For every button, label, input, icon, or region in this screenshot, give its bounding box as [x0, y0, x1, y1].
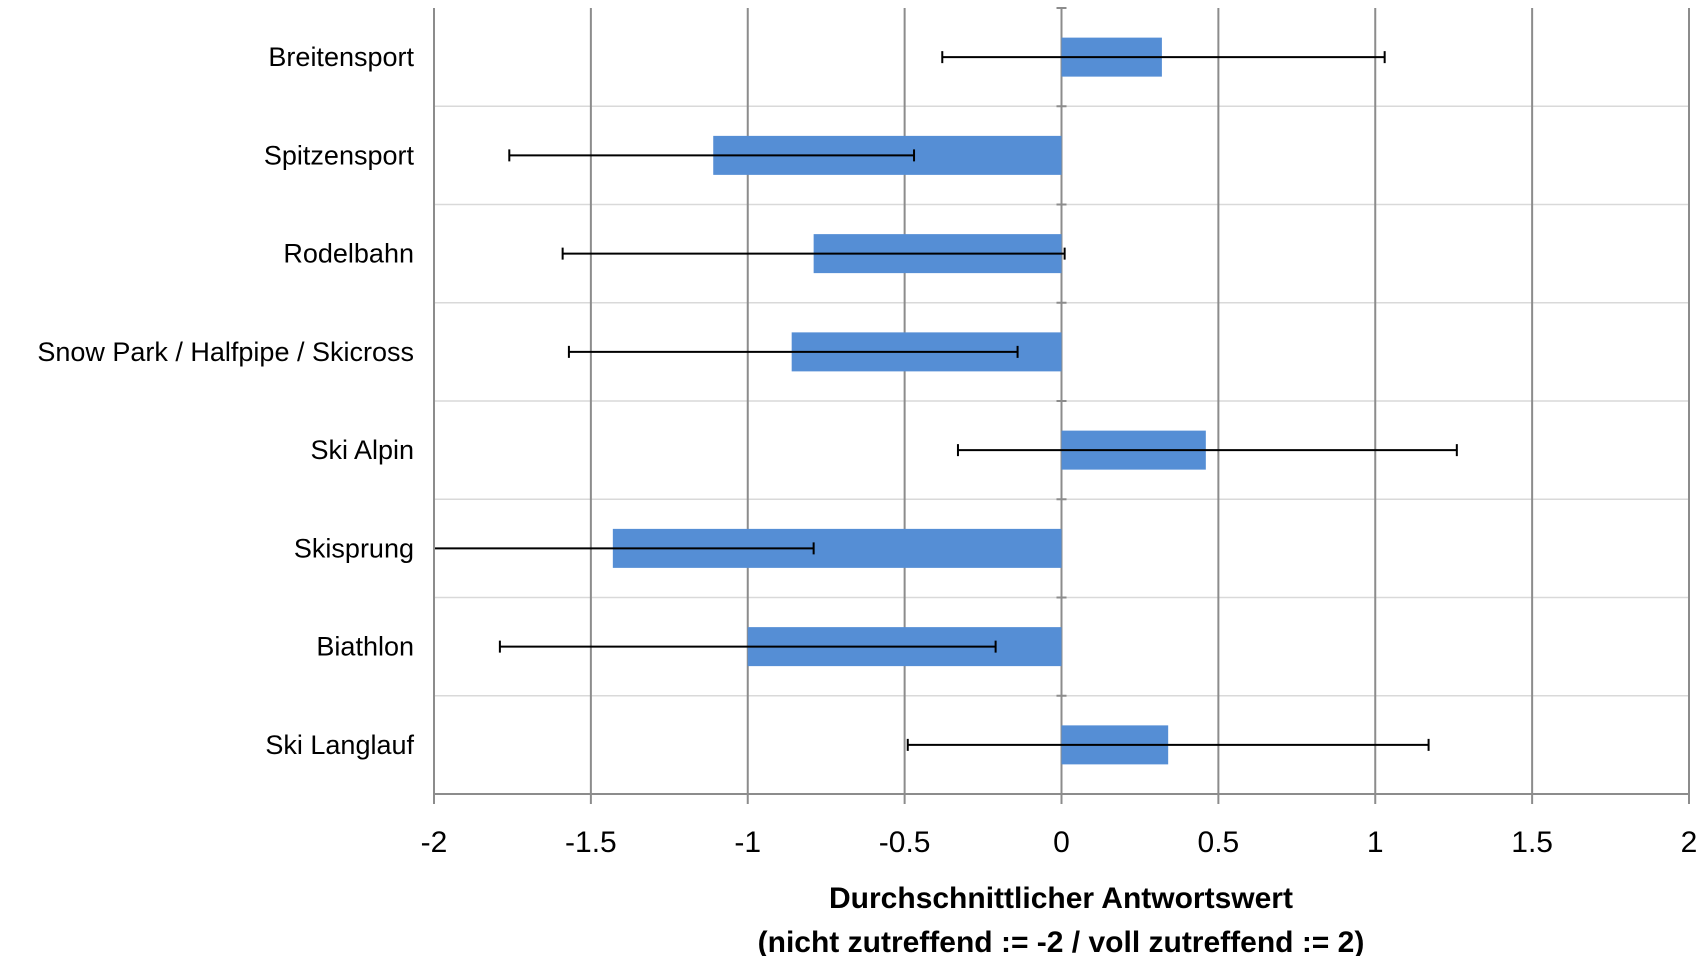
category-label: Snow Park / Halfpipe / Skicross	[37, 337, 414, 367]
axis-layer	[433, 7, 1690, 804]
x-axis-title-line2: (nicht zutreffend := -2 / voll zutreffen…	[758, 926, 1365, 956]
x-tick-label: 1	[1367, 826, 1384, 859]
x-tick-label: 2	[1681, 826, 1698, 859]
category-label: Ski Langlauf	[265, 730, 414, 760]
x-tick-label: 0.5	[1198, 826, 1240, 859]
category-label: Ski Alpin	[310, 435, 414, 465]
x-tick-label: -1	[734, 826, 761, 859]
category-label: Spitzensport	[264, 140, 415, 170]
category-label: Rodelbahn	[283, 239, 414, 269]
x-tick-label: 1.5	[1511, 826, 1553, 859]
category-label: Biathlon	[316, 632, 414, 662]
x-axis-title-line1: Durchschnittlicher Antwortswert	[829, 882, 1293, 915]
x-tick-label: -1.5	[565, 826, 617, 859]
x-tick-label: 0	[1053, 826, 1070, 859]
label-layer: -2 -1.5 -1 -0.5 0 0.5 1 1.5 2 Breitensport Spitzen…	[37, 42, 1697, 859]
category-label: Skisprung	[294, 533, 414, 563]
x-tick-label: -0.5	[879, 826, 931, 859]
error-bar-layer	[433, 51, 1458, 751]
category-label: Breitensport	[268, 42, 414, 72]
x-tick-label: -2	[421, 826, 448, 859]
